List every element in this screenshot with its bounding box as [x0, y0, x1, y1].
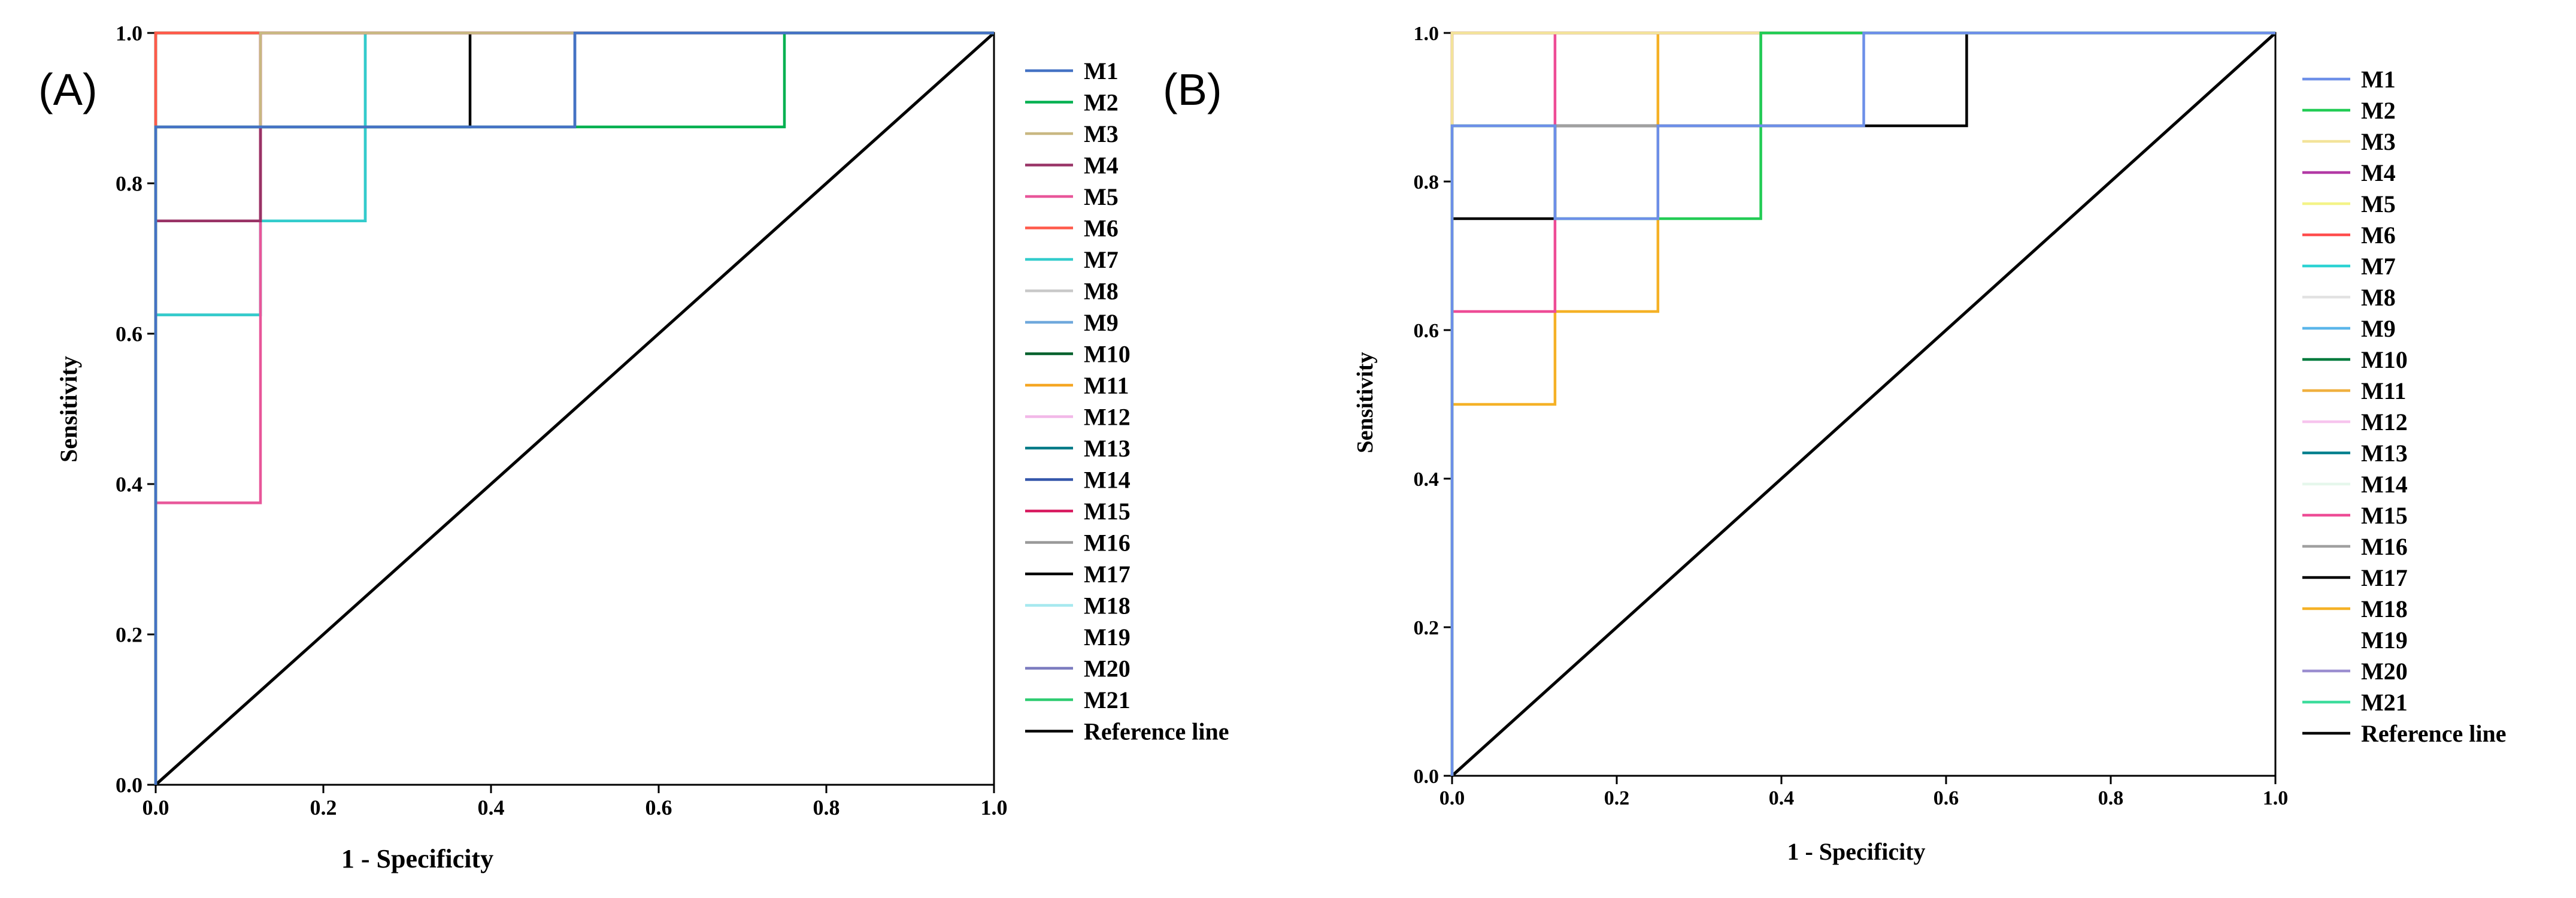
legend-label: M10 — [2361, 346, 2408, 373]
x-tick-label: 0.8 — [2098, 787, 2124, 809]
legend-label: M19 — [1084, 624, 1131, 651]
legend-label: M14 — [1084, 467, 1131, 494]
legend-label: M8 — [1084, 278, 1119, 305]
legend-label: M21 — [1084, 687, 1131, 713]
y-tick-label: 1.0 — [116, 22, 143, 46]
x-tick-label: 1.0 — [2263, 787, 2289, 809]
y-tick-label: 0.0 — [116, 773, 143, 797]
y-tick-label: 0.8 — [1414, 171, 1439, 193]
y-tick-label: 1.0 — [1414, 23, 1439, 45]
x-axis-title: 1 - Specificity — [341, 844, 493, 873]
y-tick-label: 0.4 — [1414, 468, 1439, 491]
legend-label: M19 — [2361, 627, 2408, 654]
legend-label: M4 — [1084, 152, 1119, 179]
legend-label: M13 — [2361, 440, 2408, 467]
legend-label: M9 — [1084, 309, 1119, 336]
panel-label: (A) — [38, 65, 98, 114]
x-tick-label: 0.6 — [1933, 787, 1959, 809]
x-tick-label: 0.4 — [1769, 787, 1795, 809]
legend: M1 M2 M3 M4 M5 M6 M7 M8 M9 M10 M11 M12 M13 M14 M15 M16 M… — [1025, 58, 1229, 745]
legend-label: M3 — [2361, 128, 2396, 155]
panel-label: (B) — [1163, 65, 1222, 114]
series-line-reference-line — [1451, 32, 2277, 777]
legend-label: M1 — [1084, 58, 1119, 84]
legend-label: M16 — [1084, 530, 1131, 557]
legend-label: M12 — [1084, 404, 1131, 431]
x-tick-label: 0.2 — [1604, 787, 1630, 809]
legend-label: M14 — [2361, 471, 2408, 498]
legend-label: M11 — [1084, 372, 1129, 399]
y-tick-label: 0.4 — [116, 473, 143, 497]
legend-label: M13 — [1084, 435, 1131, 462]
legend-label: M17 — [2361, 564, 2408, 591]
legend-label: M5 — [2361, 191, 2396, 217]
legend-label: Reference line — [2361, 720, 2506, 747]
legend-label: M1 — [2361, 66, 2396, 93]
y-tick-label: 0.2 — [116, 623, 143, 647]
x-tick-label: 0.8 — [813, 796, 840, 820]
y-axis-title: Sensitivity — [55, 356, 82, 462]
legend-label: M18 — [2361, 595, 2408, 622]
x-tick-label: 0.0 — [143, 796, 169, 820]
y-tick-label: 0.8 — [116, 172, 143, 196]
legend: M1 M2 M3 M4 M5 M6 M7 M8 M9 M10 M11 M12 M13 M14 M15 M16 M… — [2302, 66, 2506, 747]
series-line-m1 — [154, 31, 994, 785]
legend-label: M7 — [2361, 253, 2396, 280]
legend-label: M6 — [1084, 215, 1119, 242]
legend-label: M3 — [1084, 120, 1119, 147]
series-lines — [1450, 31, 2277, 777]
legend-label: M10 — [1084, 341, 1131, 368]
legend-label: M2 — [2361, 97, 2396, 124]
legend-label: M20 — [1084, 655, 1131, 682]
x-tick-label: 0.6 — [645, 796, 672, 820]
legend-label: M12 — [2361, 409, 2408, 436]
y-axis-title: Sensitivity — [1353, 352, 1378, 453]
y-tick-label: 0.6 — [116, 322, 143, 346]
x-axis-title: 1 - Specificity — [1787, 838, 1925, 865]
legend-label: Reference line — [1084, 718, 1229, 745]
legend-label: M20 — [2361, 658, 2408, 685]
legend-label: M15 — [1084, 498, 1131, 525]
roc-panel-b: (B) 1 - Specificity Sensitivity 0.0 0.2 0.… — [1163, 23, 2506, 865]
legend-label: M9 — [2361, 315, 2396, 342]
series-line-m1 — [1450, 31, 2275, 776]
x-tick-label: 0.0 — [1439, 787, 1465, 809]
x-tick-label: 0.2 — [310, 796, 337, 820]
legend-label: M11 — [2361, 377, 2407, 404]
legend-label: M17 — [1084, 561, 1131, 588]
legend-label: M4 — [2361, 159, 2396, 186]
legend-label: M18 — [1084, 592, 1131, 619]
x-tick-label: 1.0 — [981, 796, 1008, 820]
legend-label: M21 — [2361, 689, 2408, 716]
legend-label: M8 — [2361, 284, 2396, 311]
x-tick-label: 0.4 — [478, 796, 505, 820]
series-line-reference-line — [154, 32, 995, 786]
legend-label: M5 — [1084, 183, 1119, 210]
legend-label: M6 — [2361, 222, 2396, 249]
legend-label: M7 — [1084, 246, 1119, 273]
legend-label: M16 — [2361, 533, 2408, 560]
legend-label: M2 — [1084, 89, 1119, 116]
roc-panel-a: (A) 1 - Specificity Sensitivity 0.0 0.2 0.… — [38, 22, 1229, 873]
y-tick-label: 0.2 — [1414, 617, 1439, 639]
legend-label: M15 — [2361, 502, 2408, 529]
series-lines — [154, 31, 995, 786]
y-tick-label: 0.0 — [1414, 766, 1439, 788]
y-tick-label: 0.6 — [1414, 320, 1439, 342]
